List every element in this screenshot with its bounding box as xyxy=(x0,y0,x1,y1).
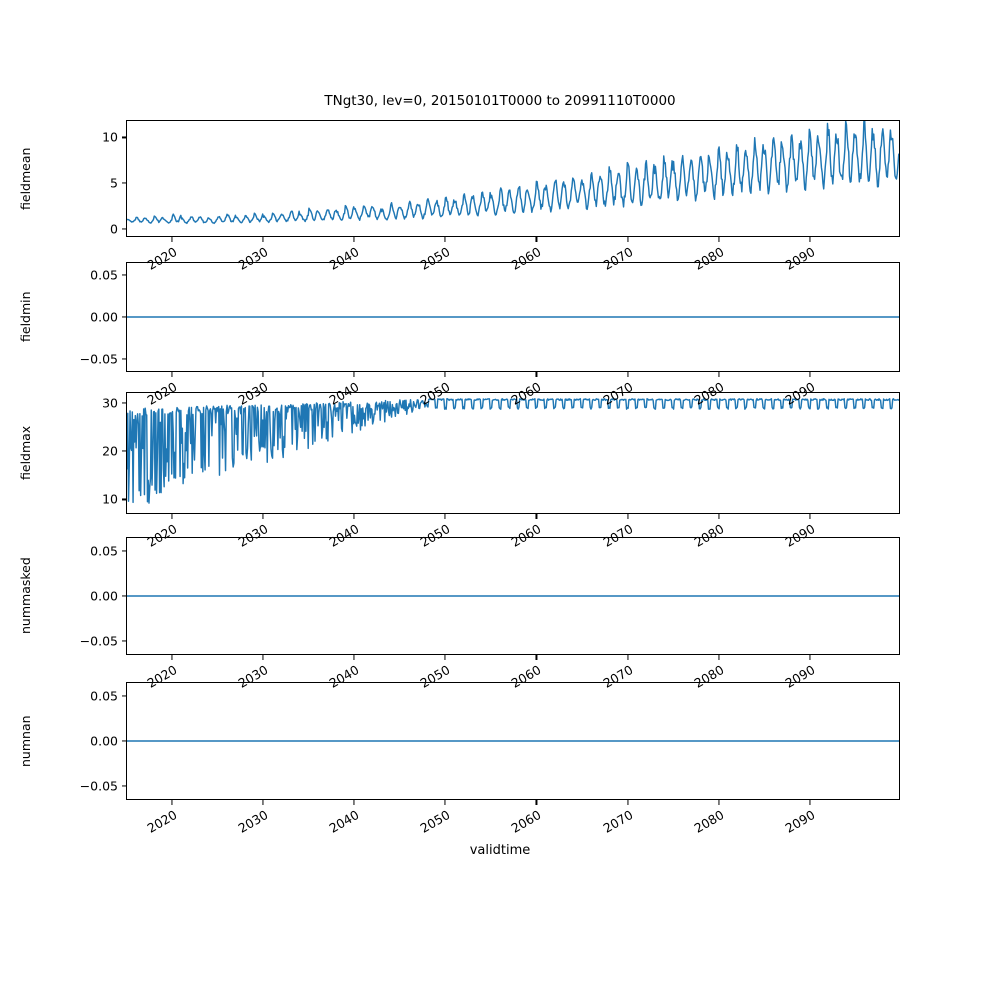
x-tick-mark xyxy=(627,514,629,519)
x-tick-mark xyxy=(535,514,537,519)
x-tick-mark xyxy=(627,372,629,377)
x-tick-mark xyxy=(809,800,811,805)
x-tick-mark xyxy=(444,372,446,377)
x-tick-mark xyxy=(262,800,264,805)
plot-area-fieldmax xyxy=(127,393,899,513)
y-tick-mark xyxy=(121,402,126,404)
x-tick-mark xyxy=(171,655,173,660)
x-tick-label: 2050 xyxy=(417,807,453,836)
x-tick-label: 2070 xyxy=(600,807,636,836)
figure-title: TNgt30, lev=0, 20150101T0000 to 20991110… xyxy=(324,93,676,109)
panel-occlusion-strip xyxy=(0,682,1000,802)
y-tick-mark xyxy=(121,228,126,230)
x-tick-label: 2040 xyxy=(326,807,362,836)
x-tick-mark xyxy=(353,800,355,805)
x-tick-mark xyxy=(809,514,811,519)
y-tick-mark xyxy=(121,358,126,360)
x-tick-mark xyxy=(444,237,446,242)
x-tick-label: 2060 xyxy=(508,807,544,836)
y-tick-mark xyxy=(121,550,126,552)
x-tick-mark xyxy=(627,655,629,660)
x-tick-mark xyxy=(535,372,537,377)
x-tick-mark xyxy=(627,237,629,242)
x-tick-label: 2030 xyxy=(235,807,271,836)
x-tick-mark xyxy=(171,800,173,805)
y-tick-mark xyxy=(121,182,126,184)
x-tick-mark xyxy=(171,514,173,519)
y-axis-label-nummasked: nummasked xyxy=(18,557,33,635)
axes-numnan xyxy=(126,682,900,800)
x-tick-mark xyxy=(535,800,537,805)
y-tick-label-numnan: −0.05 xyxy=(79,778,118,794)
x-tick-mark xyxy=(262,237,264,242)
y-tick-label-fieldmin: 0.00 xyxy=(90,309,118,325)
y-tick-mark xyxy=(121,785,126,787)
y-tick-mark xyxy=(121,740,126,742)
y-axis-label-fieldmax: fieldmax xyxy=(18,425,33,481)
y-tick-label-nummasked: −0.05 xyxy=(79,633,118,649)
x-tick-mark xyxy=(353,514,355,519)
x-axis-label: validtime xyxy=(469,843,531,858)
axes-fieldmax xyxy=(126,392,900,514)
x-tick-mark xyxy=(444,800,446,805)
x-tick-mark xyxy=(171,372,173,377)
x-tick-mark xyxy=(718,237,720,242)
axes-nummasked xyxy=(126,537,900,655)
panel-occlusion-strip xyxy=(0,537,1000,657)
plot-area-numnan xyxy=(127,683,899,799)
x-tick-mark xyxy=(535,655,537,660)
y-tick-label-nummasked: 0.05 xyxy=(90,543,118,559)
x-tick-mark xyxy=(353,655,355,660)
x-tick-mark xyxy=(718,655,720,660)
panel-occlusion-strip xyxy=(0,262,1000,374)
x-tick-label: 2080 xyxy=(691,807,727,836)
x-tick-mark xyxy=(353,237,355,242)
y-tick-mark xyxy=(121,136,126,138)
x-tick-mark xyxy=(718,514,720,519)
x-tick-mark xyxy=(444,655,446,660)
x-tick-mark xyxy=(809,237,811,242)
x-tick-mark xyxy=(718,372,720,377)
plot-area-fieldmin xyxy=(127,263,899,371)
y-tick-label-fieldmin: −0.05 xyxy=(79,351,118,367)
y-tick-mark xyxy=(121,450,126,452)
plot-area-nummasked xyxy=(127,538,899,654)
x-tick-mark xyxy=(809,372,811,377)
x-tick-mark xyxy=(809,655,811,660)
y-tick-mark xyxy=(121,640,126,642)
x-tick-label: 2090 xyxy=(782,807,818,836)
y-tick-mark xyxy=(121,316,126,318)
x-tick-mark xyxy=(627,800,629,805)
y-axis-label-fieldmin: fieldmin xyxy=(18,291,33,343)
y-tick-label-nummasked: 0.00 xyxy=(90,588,118,604)
y-tick-label-fieldmax: 10 xyxy=(102,491,118,507)
y-tick-mark xyxy=(121,274,126,276)
y-tick-label-fieldmin: 0.05 xyxy=(90,267,118,283)
y-tick-mark xyxy=(121,695,126,697)
x-tick-mark xyxy=(262,514,264,519)
y-tick-label-fieldmax: 20 xyxy=(102,443,118,459)
x-tick-label: 2020 xyxy=(144,807,180,836)
y-tick-label-fieldmax: 30 xyxy=(102,395,118,411)
y-tick-mark xyxy=(121,498,126,501)
y-tick-label-numnan: 0.05 xyxy=(90,688,118,704)
x-tick-mark xyxy=(353,372,355,377)
y-tick-label-fieldmean: 10 xyxy=(102,129,118,145)
y-axis-label-numnan: numnan xyxy=(18,715,33,767)
x-tick-mark xyxy=(535,237,537,242)
y-tick-label-numnan: 0.00 xyxy=(90,733,118,749)
y-tick-label-fieldmean: 0 xyxy=(110,221,118,237)
y-axis-label-fieldmean: fieldmean xyxy=(18,147,33,210)
y-tick-label-fieldmean: 5 xyxy=(110,175,118,191)
x-tick-mark xyxy=(171,237,173,242)
x-tick-mark xyxy=(718,800,720,805)
x-tick-mark xyxy=(262,655,264,660)
x-tick-mark xyxy=(444,514,446,519)
plot-area-fieldmean xyxy=(127,121,899,236)
x-tick-mark xyxy=(262,372,264,377)
axes-fieldmin xyxy=(126,262,900,372)
y-tick-mark xyxy=(121,595,126,597)
axes-fieldmean xyxy=(126,120,900,237)
